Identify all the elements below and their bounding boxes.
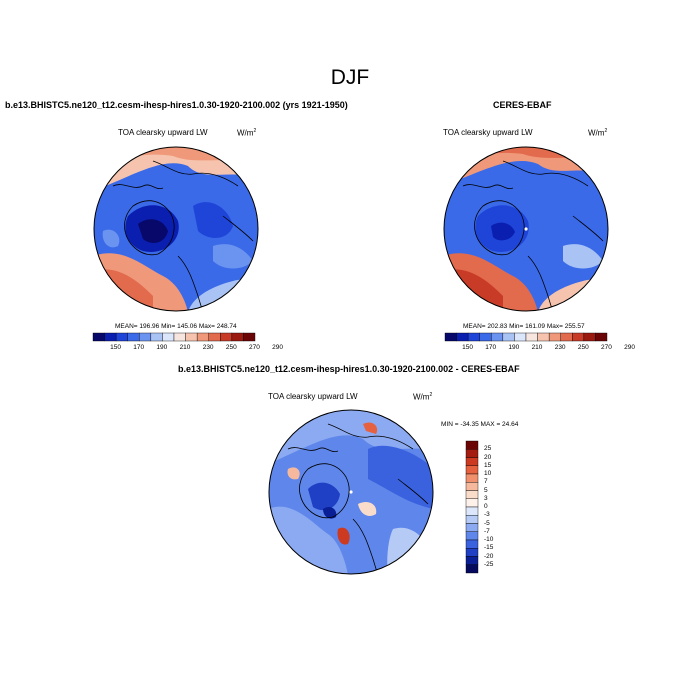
panel-3-colorbar-labels: 25 20 15 10 7 5 3 0 -3 -5 -7 -10 -15 -20 -25 [484, 441, 514, 573]
colorbar-tick-label: 3 [484, 494, 488, 502]
colorbar-tick-label: 210 [531, 344, 543, 351]
colorbar-swatch [465, 498, 479, 508]
colorbar-tick-label: -3 [484, 511, 490, 519]
colorbar-tick-label: 250 [577, 344, 589, 351]
colorbar-tick-label: 250 [225, 344, 237, 351]
season-title: DJF [330, 66, 370, 89]
colorbar-tick-label: -25 [484, 560, 494, 568]
colorbar-swatch [456, 332, 469, 342]
colorbar-swatch [467, 332, 480, 342]
colorbar-swatch [465, 490, 479, 499]
colorbar-swatch [572, 332, 585, 342]
colorbar-tick-label: 270 [249, 344, 260, 351]
colorbar-swatch [465, 515, 479, 524]
colorbar-swatch [514, 332, 527, 342]
colorbar-swatch [465, 465, 479, 475]
colorbar-tick-label: 25 [484, 445, 492, 453]
colorbar-swatch [465, 506, 479, 516]
panel-2-stats: MEAN= 202.83 Min= 161.09 Max= 255.57 [463, 323, 585, 330]
panel-3-title: b.e13.BHISTC5.ne120_t12.cesm-ihesp-hires… [178, 364, 520, 374]
panel-2-title: CERES-EBAF [493, 100, 552, 110]
colorbar-swatch [162, 332, 175, 342]
colorbar-swatch [525, 332, 538, 342]
panel-3-units: W/m2 [413, 392, 433, 402]
colorbar-swatch [548, 332, 561, 342]
panel-3-variable: TOA clearsky upward LW [268, 392, 358, 401]
colorbar-swatch [465, 473, 479, 483]
panel-3-polar-map [268, 409, 434, 575]
colorbar-tick-label: 150 [462, 344, 473, 351]
colorbar-swatch [583, 332, 596, 342]
colorbar-tick-label: -15 [484, 544, 494, 552]
colorbar-swatch [465, 531, 479, 541]
colorbar-swatch [465, 449, 479, 458]
colorbar-swatch [127, 332, 140, 342]
colorbar-tick-label: 230 [554, 344, 566, 351]
colorbar-swatch [115, 332, 128, 342]
colorbar-swatch [139, 332, 152, 342]
colorbar-tick-label: 0 [484, 503, 488, 510]
colorbar-tick-label: 230 [202, 344, 214, 351]
colorbar-tick-label: -7 [484, 527, 490, 535]
colorbar-swatch [465, 482, 479, 491]
panel-3-colorbar [465, 440, 479, 574]
panel-3-stats: MIN = -34.35 MAX = 24.64 [441, 421, 519, 428]
colorbar-swatch [92, 332, 105, 342]
colorbar-tick-label: 190 [508, 344, 520, 351]
colorbar-swatch [185, 332, 198, 342]
panel-1-colorbar-labels: 150 170 190 210 230 250 270 290 [93, 344, 283, 354]
colorbar-swatch [537, 332, 550, 342]
colorbar-tick-label: 210 [179, 344, 191, 351]
panel-1-stats: MEAN= 196.96 Min= 145.06 Max= 248.74 [115, 323, 237, 330]
colorbar-swatch [491, 332, 504, 342]
colorbar-swatch [208, 332, 221, 342]
colorbar-tick-label: 15 [484, 461, 492, 469]
colorbar-tick-label: 290 [624, 344, 635, 351]
panel-1-title: b.e13.BHISTC5.ne120_t12.cesm-ihesp-hires… [5, 100, 348, 110]
colorbar-tick-label: -20 [484, 552, 494, 560]
panel-1-colorbar [92, 332, 256, 342]
panel-2-colorbar [444, 332, 608, 342]
colorbar-swatch [595, 332, 608, 342]
colorbar-swatch [231, 332, 244, 342]
colorbar-tick-label: 190 [156, 344, 168, 351]
colorbar-tick-label: 170 [485, 344, 497, 351]
colorbar-tick-label: -10 [484, 536, 494, 543]
colorbar-swatch [243, 332, 256, 342]
panel-1-variable: TOA clearsky upward LW [118, 128, 208, 137]
colorbar-swatch [150, 332, 163, 342]
colorbar-swatch [465, 564, 479, 574]
colorbar-swatch [465, 457, 479, 466]
panel-2-colorbar-labels: 150 170 190 210 230 250 270 290 [445, 344, 635, 354]
colorbar-swatch [465, 548, 479, 557]
colorbar-tick-label: 270 [601, 344, 612, 351]
colorbar-swatch [465, 523, 479, 532]
colorbar-swatch [173, 332, 186, 342]
colorbar-tick-label: 20 [484, 453, 492, 461]
colorbar-tick-label: 7 [484, 478, 488, 486]
colorbar-swatch [196, 332, 209, 342]
panel-2-variable: TOA clearsky upward LW [443, 128, 533, 137]
panel-1-polar-map [93, 146, 259, 312]
colorbar-swatch [479, 332, 492, 342]
colorbar-tick-label: 170 [133, 344, 145, 351]
colorbar-tick-label: -5 [484, 519, 490, 527]
colorbar-tick-label: 10 [484, 470, 492, 477]
colorbar-tick-label: 290 [272, 344, 283, 351]
colorbar-swatch [465, 539, 479, 549]
colorbar-swatch [444, 332, 457, 342]
panel-2-polar-map [443, 146, 609, 312]
panel-1-units: W/m2 [237, 128, 257, 138]
colorbar-swatch [104, 332, 117, 342]
colorbar-swatch [220, 332, 233, 342]
panel-2-units: W/m2 [588, 128, 608, 138]
colorbar-swatch [465, 440, 479, 450]
colorbar-tick-label: 150 [110, 344, 121, 351]
colorbar-swatch [465, 556, 479, 565]
colorbar-tick-label: 5 [484, 486, 488, 494]
colorbar-swatch [560, 332, 573, 342]
colorbar-swatch [502, 332, 515, 342]
